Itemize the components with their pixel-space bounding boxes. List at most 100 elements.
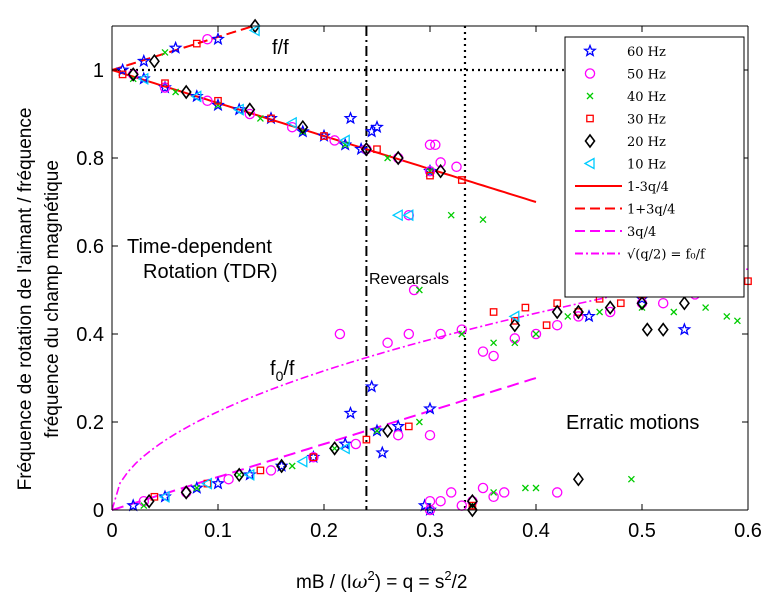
data-point xyxy=(457,176,466,184)
data-point xyxy=(267,114,275,123)
data-point xyxy=(343,111,358,125)
data-point xyxy=(678,295,690,311)
data-point xyxy=(508,310,520,323)
data-point xyxy=(297,119,309,135)
data-point xyxy=(479,216,487,224)
data-point xyxy=(338,134,350,147)
axis-labels: mB / (Iω2) = q = s2/2 Fréquence de rotat… xyxy=(15,108,467,593)
legend-label: 50 Hz xyxy=(627,68,666,83)
data-point xyxy=(192,39,201,48)
data-point xyxy=(723,312,731,320)
data-point xyxy=(211,97,225,112)
data-point xyxy=(424,429,436,441)
data-point xyxy=(392,150,404,166)
data-point xyxy=(435,495,446,507)
data-point xyxy=(189,480,204,494)
data-point xyxy=(445,487,457,498)
data-point xyxy=(402,209,414,222)
data-point xyxy=(360,141,372,157)
data-point xyxy=(572,471,584,487)
data-point xyxy=(582,309,596,323)
data-point xyxy=(354,141,369,156)
data-point xyxy=(435,157,446,168)
data-point xyxy=(180,485,192,500)
data-point xyxy=(285,116,297,129)
data-point xyxy=(201,477,213,490)
x-tick-label: 0.2 xyxy=(310,520,338,542)
data-point xyxy=(551,304,563,320)
data-point xyxy=(424,139,436,151)
legend-marker xyxy=(584,133,596,149)
data-point xyxy=(477,346,489,357)
data-point xyxy=(430,139,441,151)
data-point xyxy=(391,419,406,433)
data-point xyxy=(296,455,308,468)
f0f-sub: 0 xyxy=(276,368,284,384)
x-label-omega: ω xyxy=(352,571,368,593)
data-point xyxy=(362,435,371,444)
data-point xyxy=(604,300,616,315)
data-point xyxy=(382,423,394,439)
legend-marker xyxy=(586,92,594,100)
data-point xyxy=(202,33,213,45)
data-point xyxy=(180,84,192,100)
data-point xyxy=(249,18,261,34)
data-point xyxy=(161,48,169,56)
data-point xyxy=(136,53,151,68)
data-point xyxy=(616,299,625,308)
legend-marker xyxy=(583,157,595,170)
data-point xyxy=(375,445,390,459)
legend-label: 1-3q/4 xyxy=(627,180,669,195)
data-point xyxy=(334,328,346,340)
data-point xyxy=(350,438,362,450)
data-point xyxy=(733,317,741,325)
data-point xyxy=(223,473,234,485)
x-tick-label: 0.1 xyxy=(204,520,232,542)
data-point xyxy=(511,339,519,347)
data-point xyxy=(509,317,521,333)
data-point xyxy=(265,465,277,476)
legend-label: 30 Hz xyxy=(627,113,666,128)
annotations: f/f Time-dependent Rotation (TDR) Revear… xyxy=(127,37,699,434)
data-point xyxy=(677,322,692,336)
data-point xyxy=(551,319,563,331)
data-point xyxy=(118,70,127,79)
curve-1-plus-3q4 xyxy=(111,25,254,71)
y-axis-label-line2: fréquence du champ magnétique xyxy=(42,160,63,438)
data-point xyxy=(424,165,436,177)
series-10-hz xyxy=(137,24,520,503)
data-point xyxy=(702,304,710,312)
data-point xyxy=(451,161,462,173)
data-point xyxy=(288,462,296,470)
f0f-annotation: f0/f xyxy=(270,358,295,384)
data-point xyxy=(490,339,498,347)
data-point xyxy=(264,111,278,125)
data-point xyxy=(636,295,648,311)
data-point xyxy=(670,308,678,316)
reversals-annotation: Revearsals xyxy=(369,271,449,288)
data-point xyxy=(373,145,381,154)
data-point xyxy=(392,429,404,441)
data-point xyxy=(244,102,256,117)
data-point xyxy=(161,79,169,88)
legend-label: 10 Hz xyxy=(627,158,666,173)
x-tick-label: 0.5 xyxy=(628,520,656,542)
data-point xyxy=(435,328,446,340)
data-point xyxy=(382,337,393,349)
data-point xyxy=(158,490,170,503)
data-point xyxy=(489,308,498,316)
data-point xyxy=(498,487,510,498)
x-tick-label: 0.3 xyxy=(416,520,444,542)
data-point xyxy=(404,422,413,431)
data-point xyxy=(468,501,477,510)
data-point xyxy=(426,167,434,175)
data-point xyxy=(657,322,669,337)
series-40-hz xyxy=(129,48,741,510)
legend-marker xyxy=(586,114,594,123)
data-point xyxy=(415,418,423,426)
data-point xyxy=(370,119,384,134)
data-point xyxy=(564,312,572,320)
data-point xyxy=(521,484,529,492)
data-point xyxy=(657,297,669,309)
x-tick-label: 0.6 xyxy=(734,520,762,542)
